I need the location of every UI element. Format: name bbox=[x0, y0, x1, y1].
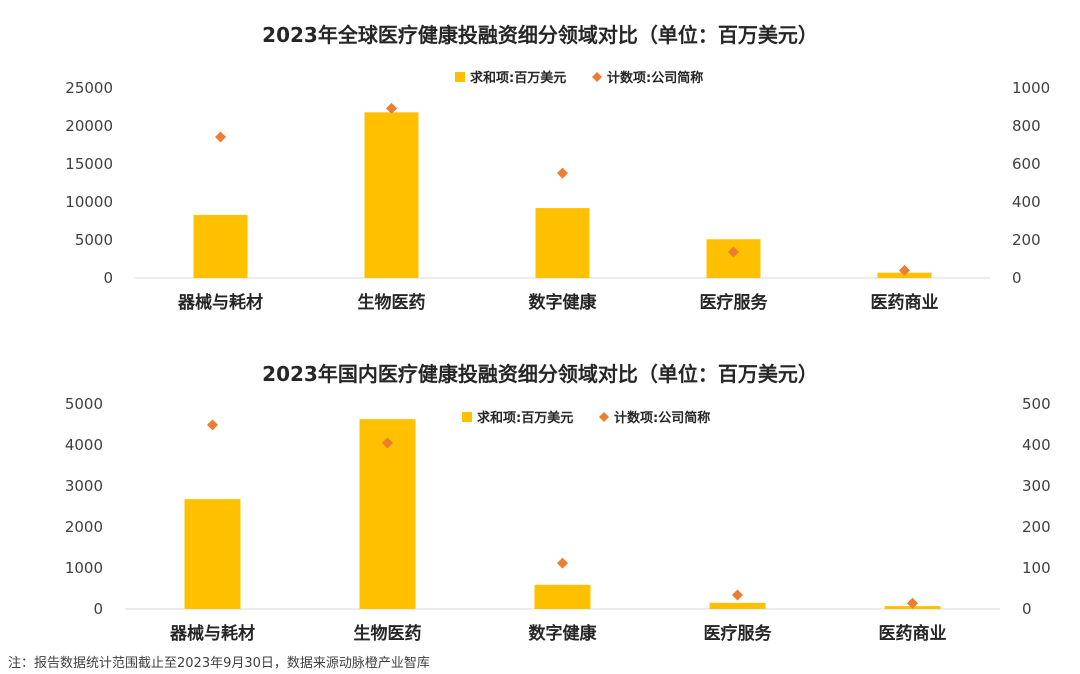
legend: 求和项:百万美元 计数项:公司简称 bbox=[455, 70, 703, 86]
y-right-tick-label: 1000 bbox=[1012, 79, 1050, 97]
count-marker bbox=[899, 264, 910, 276]
y-right-tick-label: 200 bbox=[1012, 231, 1041, 249]
count-marker bbox=[215, 131, 226, 143]
legend-bar-label: 求和项:百万美元 bbox=[477, 410, 573, 426]
count-marker bbox=[557, 167, 568, 179]
count-marker bbox=[207, 419, 218, 431]
bar bbox=[184, 499, 241, 609]
y-left-tick-label: 5000 bbox=[65, 395, 103, 413]
bar bbox=[193, 214, 248, 278]
global-chart-svg: 2023年全球医疗健康投融资细分领域对比（单位：百万美元） 求和项:百万美元 计数项… bbox=[65, 23, 1050, 313]
legend-marker-swatch bbox=[592, 72, 602, 82]
y-left-tick-label: 0 bbox=[103, 269, 113, 287]
y-left-tick-label: 25000 bbox=[65, 79, 113, 97]
count-marker bbox=[386, 102, 397, 114]
y-right-tick-label: 100 bbox=[1022, 559, 1051, 577]
category-label: 数字健康 bbox=[529, 623, 598, 644]
y-left-tick-label: 3000 bbox=[65, 477, 103, 495]
count-marker bbox=[728, 246, 739, 258]
legend-bar-swatch bbox=[455, 72, 465, 82]
bar bbox=[709, 602, 766, 609]
category-label: 生物医药 bbox=[354, 623, 422, 644]
count-marker bbox=[382, 437, 393, 449]
category-label: 器械与耗材 bbox=[177, 292, 263, 313]
y-right-tick-label: 800 bbox=[1012, 117, 1041, 135]
domestic-chart: 2023年国内医疗健康投融资细分领域对比（单位：百万美元） 求和项:百万美元 计数项… bbox=[0, 345, 1080, 650]
count-marker bbox=[557, 557, 568, 569]
legend: 求和项:百万美元 计数项:公司简称 bbox=[462, 410, 710, 426]
y-right-tick-label: 400 bbox=[1022, 436, 1051, 454]
y-left-tick-label: 4000 bbox=[65, 436, 103, 454]
y-left-tick-label: 10000 bbox=[65, 193, 113, 211]
legend-bar-label: 求和项:百万美元 bbox=[470, 70, 566, 86]
category-label: 生物医药 bbox=[358, 292, 426, 313]
bar bbox=[364, 112, 419, 278]
y-right-tick-label: 300 bbox=[1022, 477, 1051, 495]
legend-marker-swatch bbox=[599, 412, 609, 422]
domestic-chart-svg: 2023年国内医疗健康投融资细分领域对比（单位：百万美元） 求和项:百万美元 计数项… bbox=[65, 362, 1051, 644]
global-chart: 2023年全球医疗健康投融资细分领域对比（单位：百万美元） 求和项:百万美元 计数项… bbox=[0, 0, 1080, 330]
chart-title: 2023年国内医疗健康投融资细分领域对比（单位：百万美元） bbox=[262, 362, 818, 386]
chart-title: 2023年全球医疗健康投融资细分领域对比（单位：百万美元） bbox=[262, 23, 818, 47]
y-right-tick-label: 600 bbox=[1012, 155, 1041, 173]
footnote: 注：报告数据统计范围截止至2023年9月30日，数据来源动脉橙产业智库 bbox=[8, 656, 430, 671]
legend-bar-swatch bbox=[462, 412, 472, 422]
category-label: 数字健康 bbox=[529, 292, 598, 313]
bar bbox=[359, 419, 416, 609]
y-left-tick-label: 20000 bbox=[65, 117, 113, 135]
y-left-tick-label: 2000 bbox=[65, 518, 103, 536]
bar bbox=[535, 208, 590, 278]
y-left-tick-label: 1000 bbox=[65, 559, 103, 577]
category-label: 医药商业 bbox=[871, 292, 939, 313]
category-label: 医疗服务 bbox=[700, 292, 769, 313]
bar bbox=[534, 584, 591, 609]
y-left-tick-label: 5000 bbox=[75, 231, 113, 249]
count-marker bbox=[732, 589, 743, 601]
category-label: 医疗服务 bbox=[704, 623, 773, 644]
category-label: 器械与耗材 bbox=[169, 623, 255, 644]
category-label: 医药商业 bbox=[879, 623, 947, 644]
bar bbox=[706, 239, 761, 278]
y-left-tick-label: 0 bbox=[93, 600, 103, 618]
y-right-tick-label: 200 bbox=[1022, 518, 1051, 536]
y-right-tick-label: 400 bbox=[1012, 193, 1041, 211]
count-marker bbox=[907, 597, 918, 609]
legend-marker-label: 计数项:公司简称 bbox=[607, 70, 703, 86]
legend-marker-label: 计数项:公司简称 bbox=[614, 410, 710, 426]
y-right-tick-label: 500 bbox=[1022, 395, 1051, 413]
y-left-tick-label: 15000 bbox=[65, 155, 113, 173]
y-right-tick-label: 0 bbox=[1012, 269, 1022, 287]
y-right-tick-label: 0 bbox=[1022, 600, 1032, 618]
